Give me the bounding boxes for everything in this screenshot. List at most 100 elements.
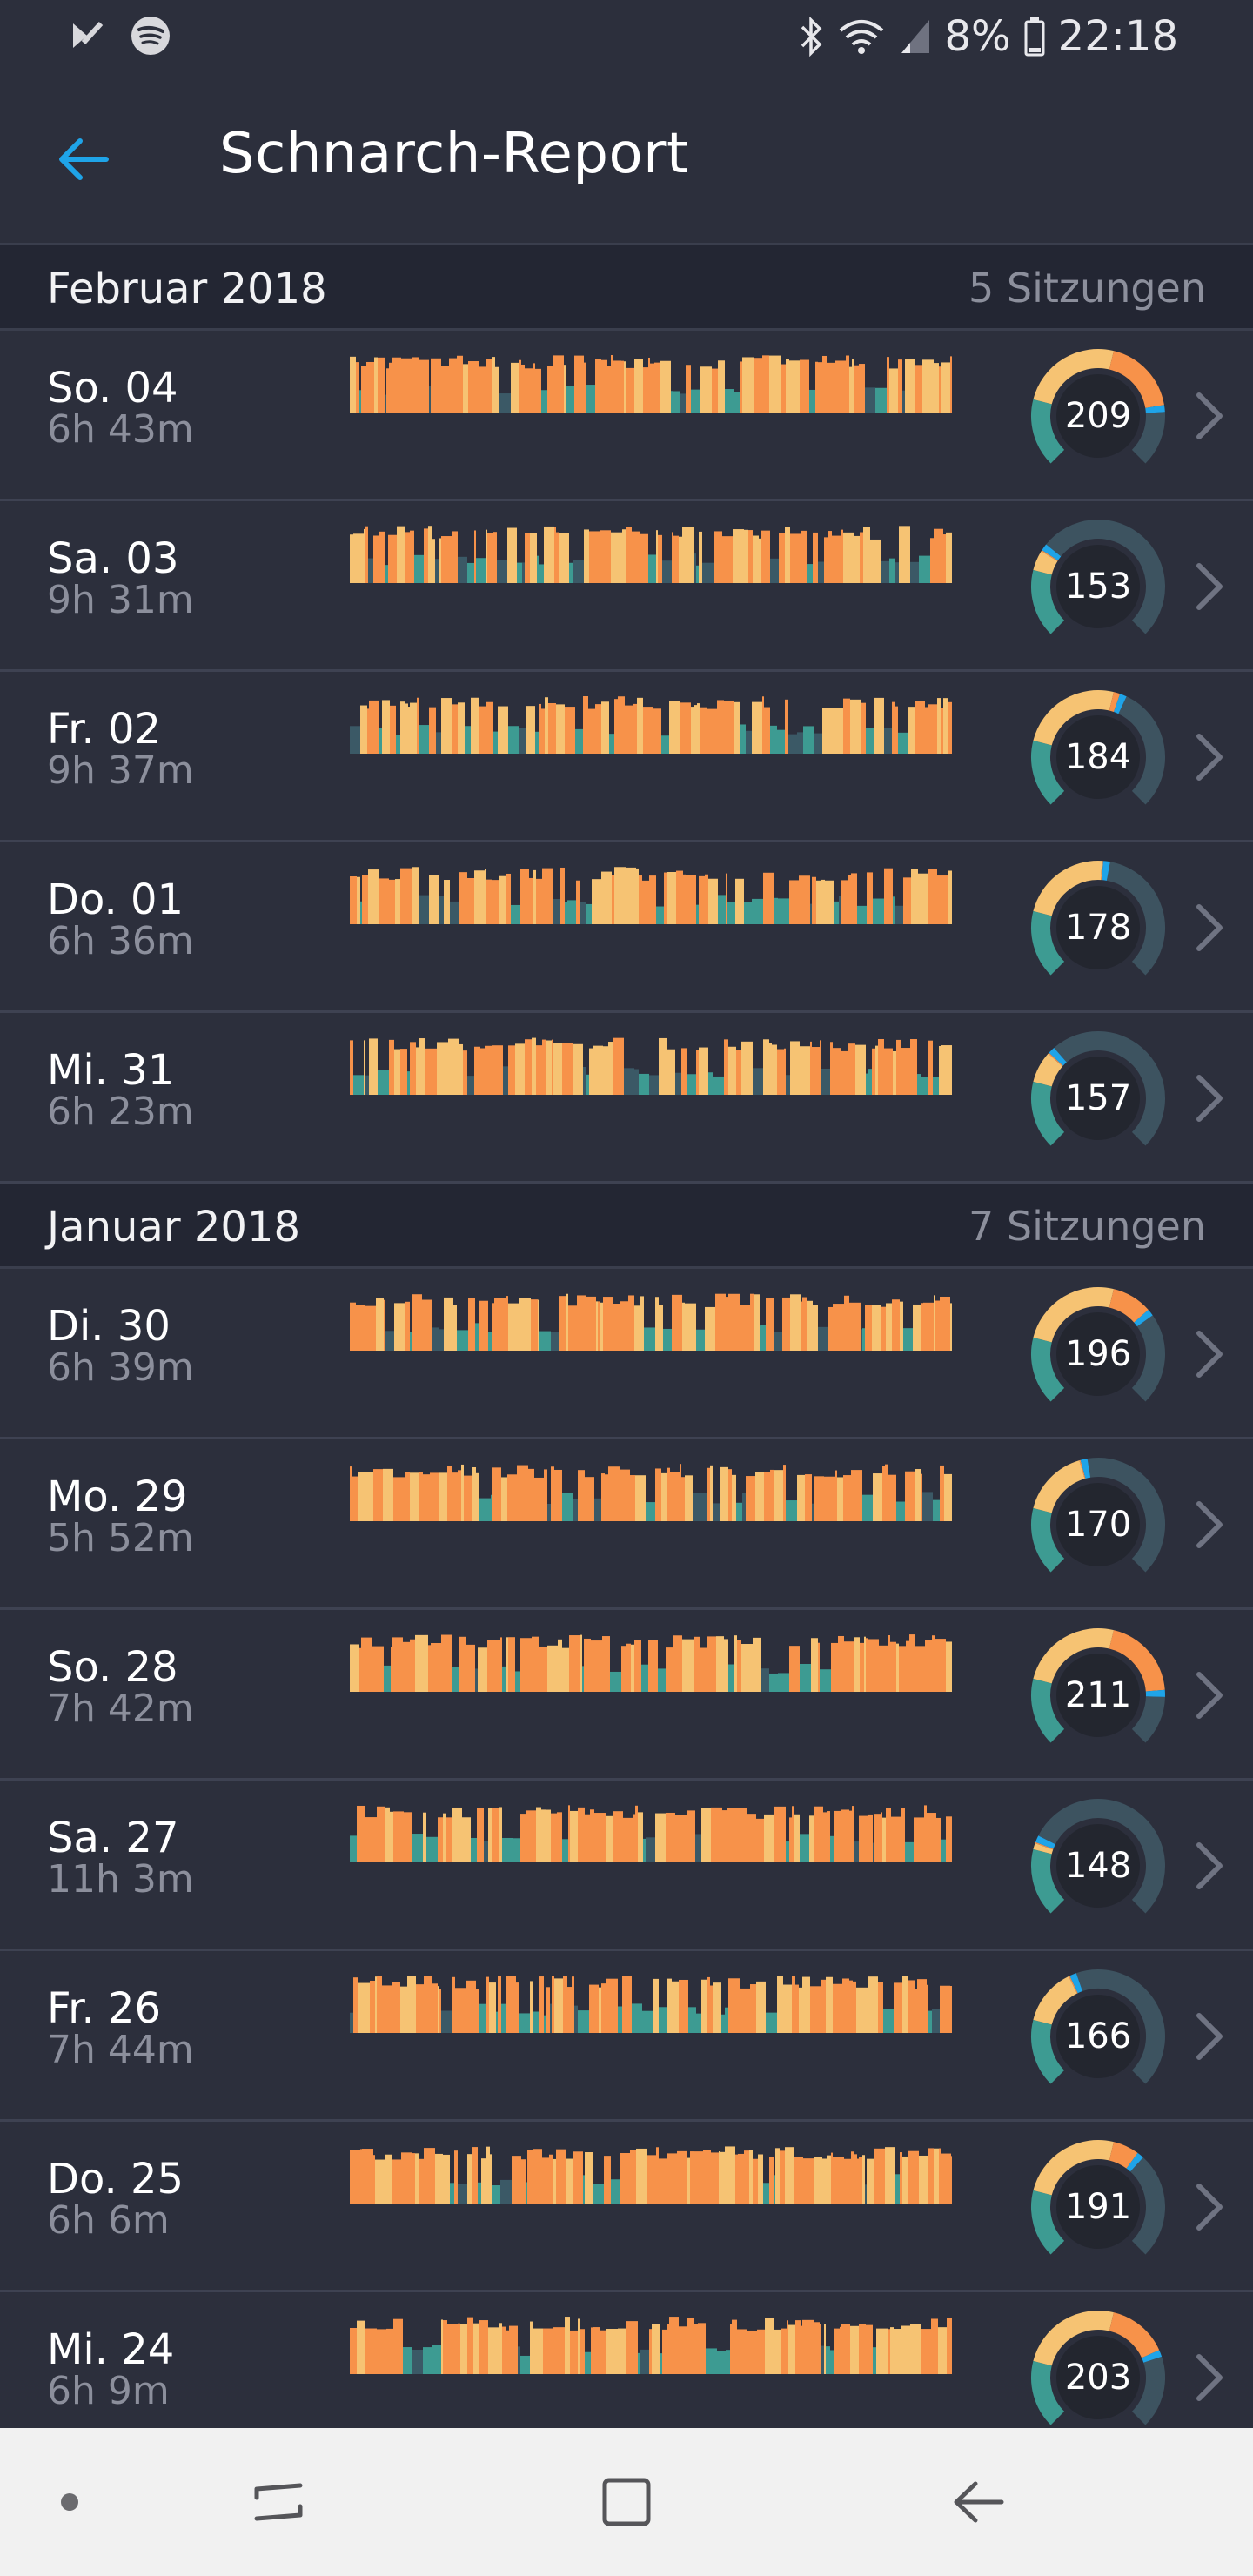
snore-timeline-segment: [732, 1474, 736, 1521]
snore-timeline-segment: [536, 878, 542, 924]
session-list[interactable]: Februar 2018 5 Sitzungen So. 04 6h 43m 209…: [0, 245, 1253, 2463]
snore-timeline-segment: [812, 1047, 820, 1095]
snore-timeline-segment: [562, 1647, 569, 1692]
session-duration: 6h 43m: [47, 407, 194, 452]
snore-timeline-segment: [419, 725, 429, 754]
snore-score: 170: [1064, 1505, 1132, 1545]
snore-timeline-segment: [550, 2003, 552, 2033]
snore-timeline-segment: [600, 1302, 603, 1351]
chevron-right-icon[interactable]: [1192, 2350, 1227, 2405]
snore-timeline-segment: [711, 2152, 719, 2204]
snore-timeline-segment: [490, 2154, 492, 2204]
snore-timeline-segment: [429, 707, 436, 754]
snore-timeline-segment: [554, 1469, 562, 1521]
snore-timeline-segment: [634, 1069, 639, 1095]
session-row[interactable]: Mi. 31 6h 23m 157: [0, 1013, 1253, 1184]
snore-timeline-segment: [778, 898, 789, 924]
snore-timeline-segment: [849, 1810, 852, 1862]
chevron-right-icon[interactable]: [1192, 1667, 1227, 1723]
snore-timeline-segment: [521, 2159, 526, 2204]
snore-timeline-segment: [894, 2329, 901, 2374]
nav-back[interactable]: [926, 2428, 1030, 2576]
nav-recent-apps[interactable]: [226, 2428, 331, 2576]
month-section-header: Februar 2018 5 Sitzungen: [0, 245, 1253, 331]
nav-dot[interactable]: [17, 2428, 122, 2576]
snore-timeline-segment: [599, 1987, 601, 2033]
snore-timeline-chart: [350, 1293, 952, 1351]
snore-timeline-segment: [598, 1301, 600, 1351]
chevron-right-icon[interactable]: [1192, 2179, 1227, 2235]
snore-timeline-segment: [428, 526, 432, 583]
session-day: Fr. 26: [47, 1984, 162, 2033]
chevron-right-icon[interactable]: [1192, 900, 1227, 956]
snore-timeline-segment: [757, 2329, 765, 2374]
snore-timeline-segment: [461, 1464, 464, 1521]
snore-timeline-segment: [403, 2347, 412, 2374]
snore-timeline-segment: [500, 1637, 502, 1692]
snore-timeline-segment: [518, 2346, 520, 2374]
snore-timeline-segment: [439, 1989, 441, 2033]
chevron-right-icon[interactable]: [1192, 1838, 1227, 1894]
snore-timeline-segment: [356, 362, 359, 413]
snore-score: 211: [1064, 1675, 1132, 1715]
snore-timeline-segment: [902, 390, 905, 413]
snore-timeline-segment: [379, 878, 389, 924]
snore-timeline-segment: [419, 895, 429, 924]
session-row[interactable]: So. 28 7h 42m 211: [0, 1610, 1253, 1781]
session-row[interactable]: Fr. 02 9h 37m 184: [0, 672, 1253, 842]
chevron-right-icon[interactable]: [1192, 1326, 1227, 1382]
snore-timeline-segment: [458, 2323, 460, 2374]
snore-timeline-segment: [475, 1323, 479, 1351]
snore-timeline-segment: [370, 1980, 375, 2033]
snore-timeline-segment: [513, 1838, 520, 1862]
snore-timeline-segment: [652, 2324, 660, 2374]
snore-timeline-segment: [467, 1076, 474, 1095]
snore-timeline-segment: [683, 874, 686, 924]
snore-timeline-segment: [472, 2147, 478, 2204]
snore-timeline-segment: [820, 1040, 821, 1095]
snore-timeline-segment: [821, 1068, 830, 1095]
snore-timeline-segment: [913, 1304, 921, 1351]
snore-timeline-segment: [492, 1467, 501, 1521]
snore-timeline-segment: [667, 871, 676, 924]
snore-timeline-segment: [783, 1465, 786, 1521]
arrow-left-icon[interactable]: [54, 129, 115, 190]
page-title: Schnarch-Report: [219, 122, 689, 186]
session-row[interactable]: Mo. 29 5h 52m 170: [0, 1439, 1253, 1610]
chevron-right-icon[interactable]: [1192, 1070, 1227, 1126]
snore-timeline-segment: [526, 2182, 527, 2204]
session-row[interactable]: Do. 25 6h 6m 191: [0, 2122, 1253, 2292]
snore-timeline-segment: [886, 1303, 892, 1351]
session-row[interactable]: Sa. 03 9h 31m 153: [0, 501, 1253, 672]
snore-timeline-segment: [613, 1811, 623, 1862]
snore-timeline-segment: [888, 1635, 890, 1692]
snore-timeline-segment: [706, 2348, 717, 2374]
session-row[interactable]: Do. 01 6h 36m 178: [0, 842, 1253, 1013]
snore-timeline-segment: [595, 704, 601, 754]
chevron-right-icon[interactable]: [1192, 2009, 1227, 2064]
chevron-right-icon[interactable]: [1192, 388, 1227, 444]
snore-timeline-segment: [878, 1982, 883, 2033]
snore-timeline-segment: [810, 903, 812, 924]
snore-timeline-segment: [582, 1666, 584, 1692]
snore-timeline-segment: [554, 1978, 563, 2033]
snore-timeline-segment: [679, 536, 682, 583]
snore-timeline-segment: [350, 356, 356, 413]
snore-timeline-segment: [506, 1637, 508, 1692]
snore-timeline-segment: [410, 1042, 416, 1095]
chevron-right-icon[interactable]: [1192, 729, 1227, 785]
snore-timeline-segment: [925, 707, 928, 754]
snore-timeline-segment: [694, 2324, 698, 2374]
snore-timeline-segment: [559, 533, 569, 583]
session-row[interactable]: So. 04 6h 43m 209: [0, 331, 1253, 501]
snore-timeline-segment: [724, 1639, 728, 1692]
session-row[interactable]: Di. 30 6h 39m 196: [0, 1269, 1253, 1439]
snore-timeline-segment: [463, 1050, 467, 1095]
snore-timeline-segment: [636, 2148, 647, 2204]
snore-timeline-segment: [519, 728, 526, 754]
chevron-right-icon[interactable]: [1192, 559, 1227, 614]
session-row[interactable]: Fr. 26 7h 44m 166: [0, 1951, 1253, 2122]
nav-home[interactable]: [574, 2428, 679, 2576]
session-row[interactable]: Sa. 27 11h 3m 148: [0, 1781, 1253, 1951]
chevron-right-icon[interactable]: [1192, 1497, 1227, 1553]
